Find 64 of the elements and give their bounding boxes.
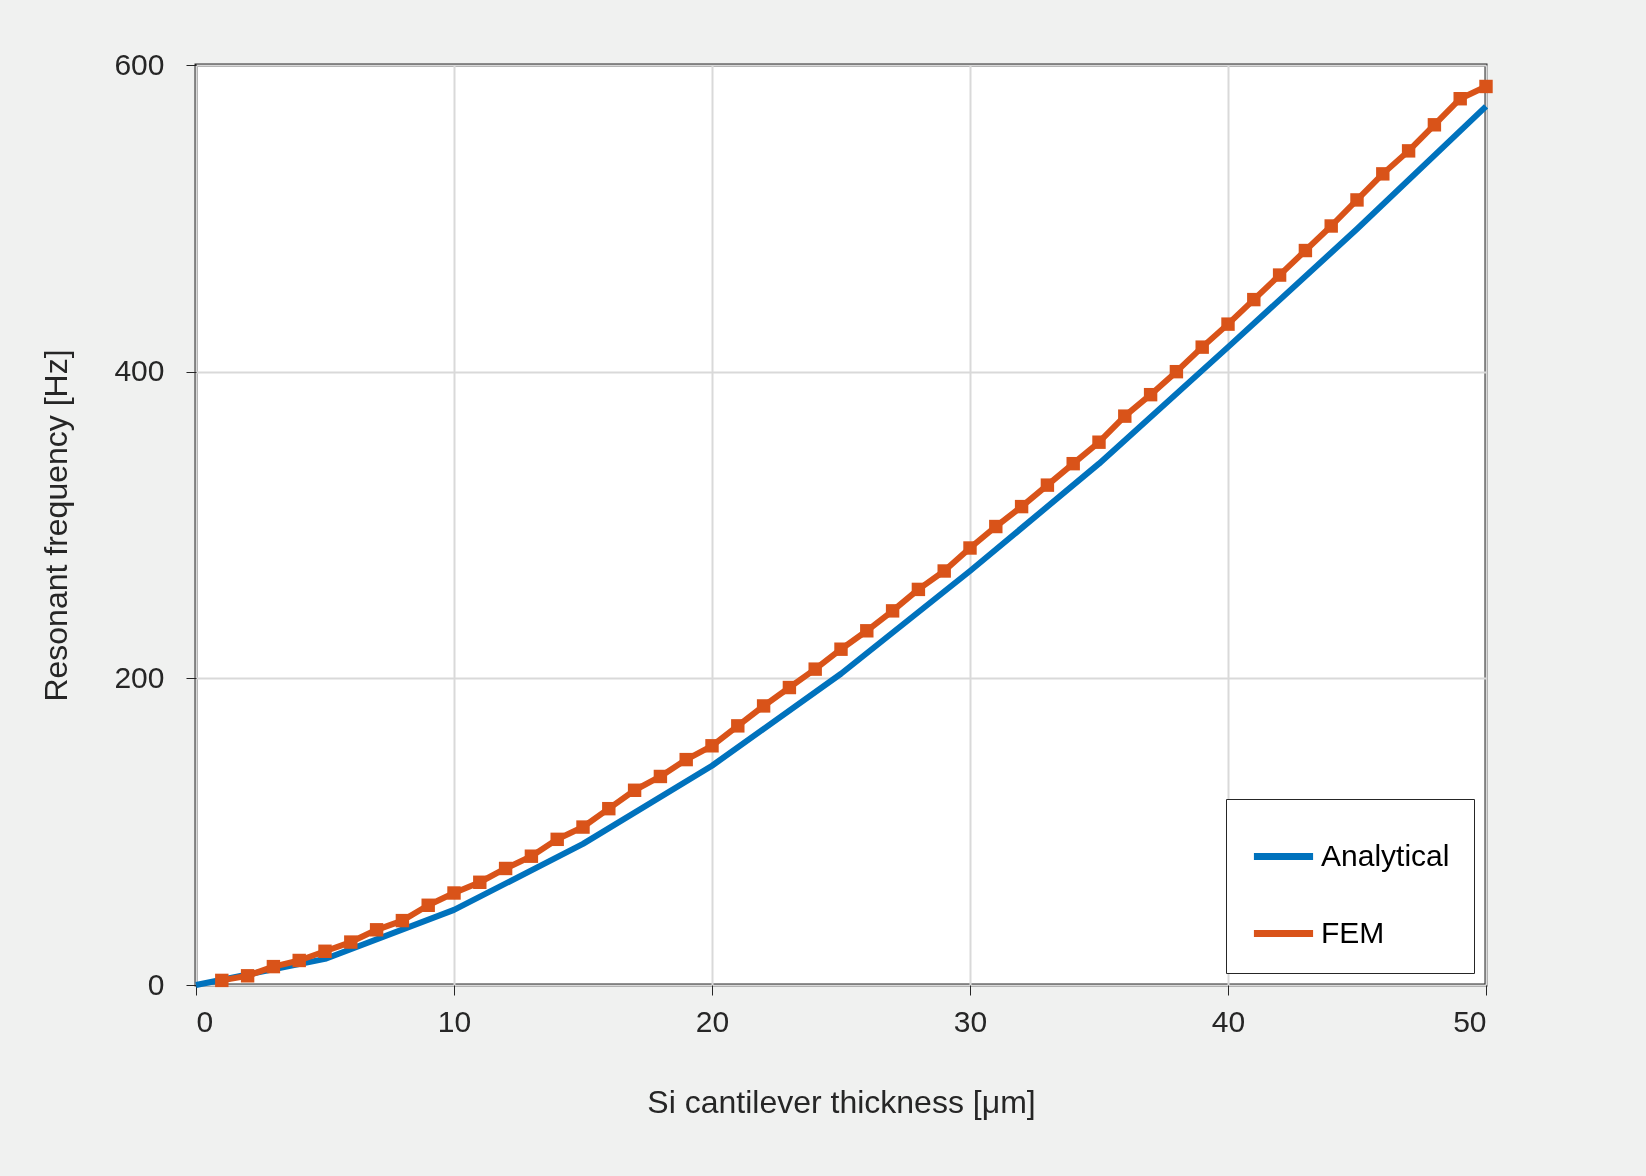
point: [731, 719, 745, 733]
point: [576, 820, 590, 834]
x-tick-label: 10: [437, 1004, 472, 1038]
point: [266, 959, 281, 974]
point: [1350, 193, 1364, 207]
point: [498, 861, 513, 876]
point: [1040, 478, 1055, 492]
y-tick-label: 200: [114, 660, 165, 694]
point: [1014, 499, 1029, 514]
point: [963, 541, 977, 555]
point: [602, 801, 616, 816]
point: [911, 582, 926, 597]
point: [1247, 292, 1261, 307]
point: [395, 913, 410, 928]
point: [1092, 435, 1106, 449]
point: [292, 953, 306, 968]
point: [1143, 387, 1158, 402]
point: [550, 832, 564, 847]
y-tick-label: 400: [114, 354, 165, 388]
point: [1221, 317, 1235, 331]
point: [447, 886, 461, 900]
point: [421, 898, 435, 912]
point: [782, 680, 797, 695]
point: [1169, 364, 1184, 379]
x-tick-label: 50: [1453, 1004, 1487, 1038]
legend-label: FEM: [1321, 915, 1385, 949]
point: [473, 875, 487, 889]
point: [318, 944, 332, 958]
point: [1479, 79, 1493, 94]
y-tick-label: 600: [114, 47, 165, 81]
point: [1298, 243, 1313, 258]
point: [860, 624, 874, 638]
point: [1453, 92, 1467, 106]
point: [834, 642, 848, 656]
point: [705, 739, 719, 753]
x-tick-label: 0: [196, 1004, 214, 1038]
point: [679, 752, 693, 767]
x-tick-label: 30: [953, 1004, 988, 1038]
point: [1066, 456, 1080, 471]
point: [1118, 409, 1132, 423]
x-tick-label: 40: [1211, 1004, 1246, 1038]
point: [1376, 167, 1390, 181]
point: [1401, 144, 1416, 158]
point: [1195, 340, 1209, 354]
point: [653, 769, 668, 784]
y-axis-title: Resonant frequency [Hz]: [38, 349, 75, 702]
legend-label: Analytical: [1321, 838, 1450, 872]
point: [1272, 268, 1287, 282]
point: [885, 604, 900, 618]
point: [756, 699, 771, 713]
point: [808, 662, 822, 676]
point: [524, 849, 539, 863]
point: [1427, 118, 1442, 132]
y-tick-label: 0: [147, 967, 165, 1001]
point: [937, 564, 951, 578]
point: [627, 783, 642, 797]
point: [240, 969, 255, 983]
x-axis-title: Si cantilever thickness [μm]: [647, 1083, 1036, 1120]
point: [215, 973, 229, 988]
point: [344, 935, 358, 949]
point: [1324, 219, 1338, 233]
point: [369, 923, 384, 937]
point: [989, 519, 1003, 534]
x-tick-label: 20: [695, 1004, 730, 1038]
